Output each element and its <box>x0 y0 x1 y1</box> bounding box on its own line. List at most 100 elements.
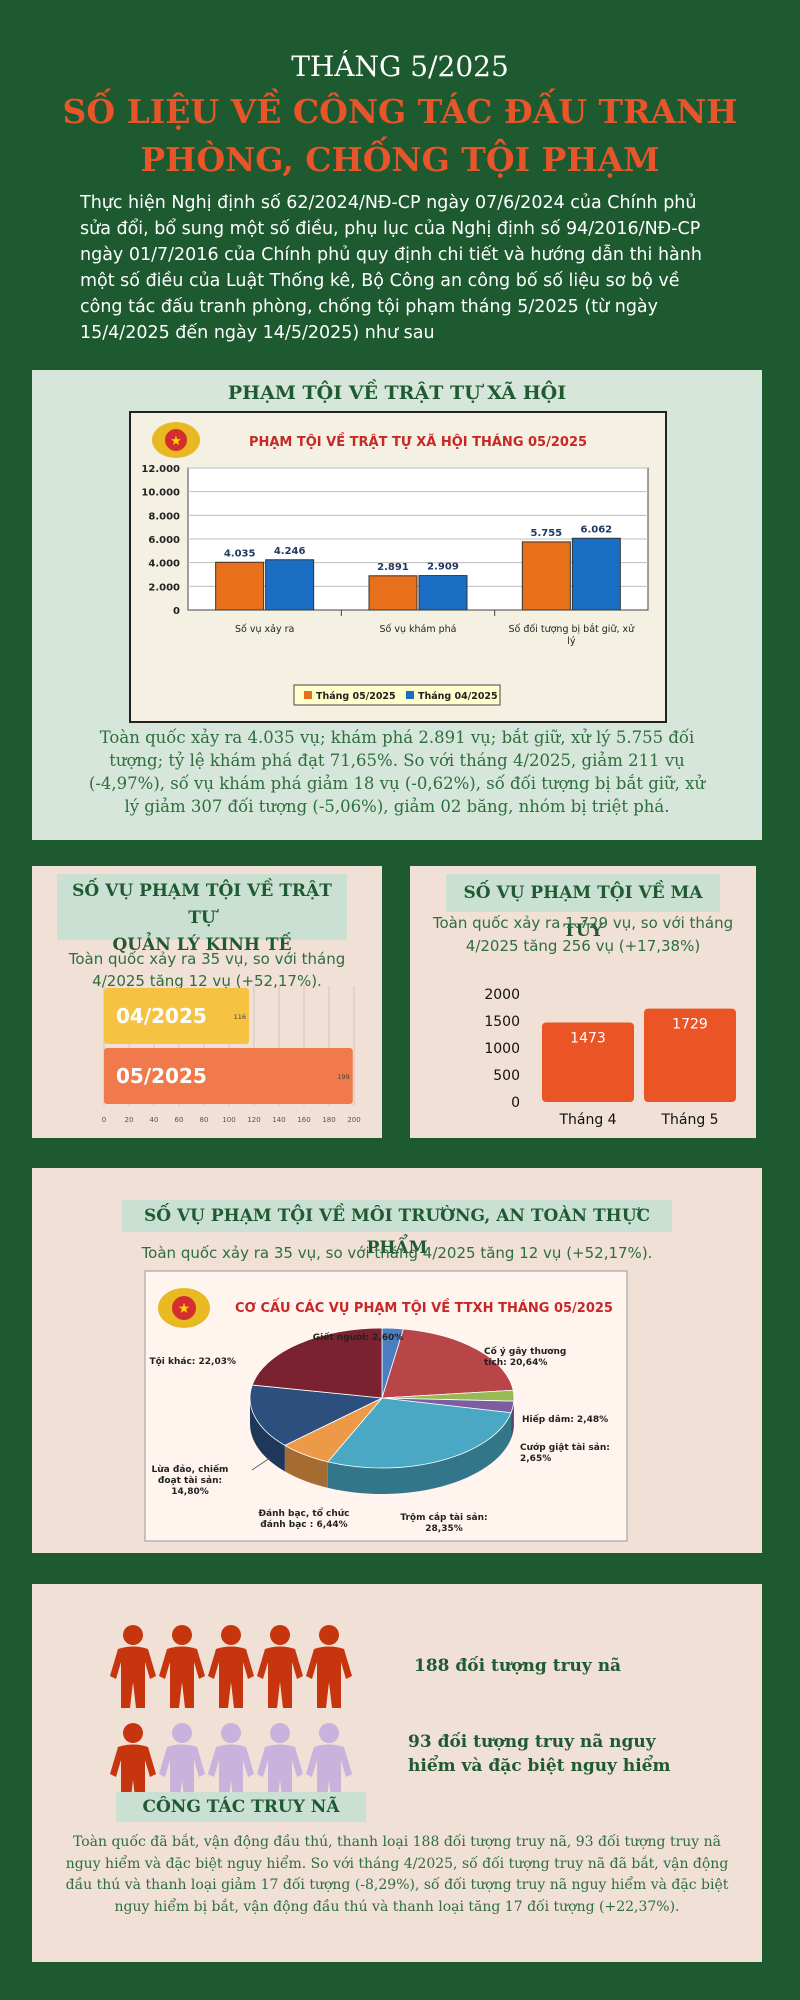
chart2-xtick: 140 <box>272 1116 285 1124</box>
chart3-ytick: 500 <box>493 1068 520 1084</box>
section4-heading: SỐ VỤ PHẠM TỘI VỀ MÔI TRƯỜNG, AN TOÀN TH… <box>122 1200 672 1258</box>
chart2-xtick: 120 <box>247 1116 260 1124</box>
section3-summary: Toàn quốc xảy ra 1.729 vụ, so với tháng … <box>432 914 734 955</box>
person-icon <box>159 1723 205 1806</box>
chart4-leader-line <box>251 1457 271 1471</box>
chart1-bar <box>368 575 418 611</box>
chart1-bar <box>265 559 315 611</box>
chart4-slice-side <box>511 1401 514 1439</box>
wanted-stat-dangerous-line2: hiểm và đặc biệt nguy hiểm <box>408 1756 671 1776</box>
chart2-xtick: 100 <box>222 1116 235 1124</box>
chart4-slice-label: Lừa đảo, chiếm đoạt tài sản: 14,80% <box>152 1464 229 1497</box>
chart2-xtick: 80 <box>200 1116 209 1124</box>
person-icon <box>306 1723 352 1806</box>
person-icon <box>110 1625 156 1708</box>
section3-heading: SỐ VỤ PHẠM TỘI VỀ MA TÚY <box>446 874 720 941</box>
chart1-data-label: 5.755 <box>531 528 563 539</box>
chart1-data-label: 2.909 <box>427 562 459 573</box>
chart4-slice-label: Giết người: 2,60% <box>313 1332 404 1343</box>
section-economic: SỐ VỤ PHẠM TỘI VỀ TRẬT TỰ QUẢN LÝ KINH T… <box>32 866 382 1138</box>
chart3-ytick: 1500 <box>484 1014 520 1030</box>
person-icon <box>257 1625 303 1708</box>
svg-text:★: ★ <box>178 1301 191 1317</box>
chart4-slice <box>249 1384 384 1446</box>
header-title-line2: PHÒNG, CHỐNG TỘI PHẠM <box>140 140 660 179</box>
chart1-bar <box>521 541 571 611</box>
chart4-slice-label: Hiếp dâm: 2,48% <box>522 1414 608 1425</box>
chart1-data-label: 4.035 <box>224 548 256 559</box>
chart2-xtick: 0 <box>102 1116 106 1124</box>
chart1-data-label: 2.891 <box>377 562 409 573</box>
chart2-bar <box>104 1048 353 1104</box>
chart4-slice-side <box>327 1412 512 1494</box>
chart1-ytick: 12.000 <box>141 464 180 475</box>
chart4-slice-label: Cố ý gây thương tích: 20,64% <box>484 1346 566 1368</box>
chart1-category-label: Số vụ khám phá <box>379 624 456 635</box>
wanted-stat-total: 188 đối tượng truy nã <box>414 1656 622 1676</box>
chart1-bar <box>571 537 621 611</box>
person-icon <box>306 1625 352 1708</box>
chart1-bar <box>215 561 265 611</box>
chart2-data-label: 199 <box>337 1073 349 1081</box>
chart3-data-label: 1473 <box>570 1030 606 1046</box>
chart1-bar <box>418 575 468 611</box>
person-icon <box>257 1723 303 1806</box>
chart1-ytick: 8.000 <box>148 511 180 522</box>
header-title-line1: SỐ LIỆU VỀ CÔNG TÁC ĐẤU TRANH <box>62 92 738 131</box>
section2-heading-line2: QUẢN LÝ KINH TẾ <box>112 935 292 955</box>
header-intro: Thực hiện Nghị định số 62/2024/NĐ-CP ngà… <box>80 193 702 343</box>
structure-pie-chart: ★ CƠ CẤU CÁC VỤ PHẠM TỘI VỀ TTXH THÁNG 05… <box>144 1270 628 1542</box>
chart4-slice <box>251 1327 383 1399</box>
chart4-slice-label: Đánh bạc, tổ chức đánh bạc : 6,44% <box>258 1507 349 1530</box>
section2-summary: Toàn quốc xảy ra 35 vụ, so với tháng 4/2… <box>68 950 346 990</box>
chart1-legend <box>293 684 501 706</box>
chart4-slice <box>327 1397 512 1469</box>
chart3-category-label: Tháng 4 <box>558 1112 616 1128</box>
chart1-ytick: 6.000 <box>148 535 180 546</box>
chart1-ytick: 0 <box>173 606 180 617</box>
chart2-xtick: 20 <box>125 1116 134 1124</box>
chart1-legend-swatch <box>406 691 414 699</box>
social-order-chart: ★ PHẠM TỘI VỀ TRẬT TỰ XÃ HỘI THÁNG 05/202… <box>129 411 667 723</box>
section-environment: SỐ VỤ PHẠM TỘI VỀ MÔI TRƯỜNG, AN TOÀN TH… <box>32 1168 762 1553</box>
chart2-data-label: 116 <box>234 1013 246 1021</box>
person-icon <box>110 1723 156 1806</box>
wanted-stat-dangerous-line1: 93 đối tượng truy nã nguy <box>408 1732 656 1752</box>
section5-summary: Toàn quốc đã bắt, vận động đầu thú, than… <box>65 1834 729 1915</box>
chart1-legend-label: Tháng 05/2025 <box>316 691 396 702</box>
chart2-xtick: 40 <box>150 1116 159 1124</box>
chart3-ytick: 2000 <box>484 987 520 1003</box>
police-emblem-icon: ★ <box>152 422 200 458</box>
chart4-slice-label: Trộm cắp tài sản: 28,35% <box>400 1512 487 1534</box>
chart1-data-label: 6.062 <box>581 524 613 535</box>
person-icon <box>208 1723 254 1806</box>
chart2-bar <box>104 988 249 1044</box>
economic-chart: 0 20 40 60 80 100 120 140 160 180 200 04/2025 116 05/… <box>102 986 361 1124</box>
wanted-label: CÔNG TÁC TRUY NÃ <box>116 1792 366 1822</box>
chart1-title: PHẠM TỘI VỀ TRẬT TỰ XÃ HỘI THÁNG 05/2025 <box>249 432 587 450</box>
section1-heading: PHẠM TỘI VỀ TRẬT TỰ XÃ HỘI <box>227 382 567 404</box>
person-icon <box>159 1625 205 1708</box>
section-wanted: 188 đối tượng truy nã 93 đối tượng truy … <box>32 1584 762 1962</box>
chart4-slice-side <box>250 1398 285 1472</box>
section2-heading-line1: SỐ VỤ PHẠM TỘI VỀ TRẬT TỰ <box>72 881 332 928</box>
wanted-stat-dangerous: 93 đối tượng truy nã nguy hiểm và đặc bi… <box>408 1730 670 1778</box>
chart4-title: CƠ CẤU CÁC VỤ PHẠM TỘI VỀ TTXH THÁNG 05/… <box>235 1298 613 1316</box>
drugs-chart: 0 500 1000 1500 2000 1473 Tháng 4 1729 Tháng 5 <box>484 987 736 1128</box>
chart1-legend-label: Tháng 04/2025 <box>418 691 498 702</box>
chart3-bar <box>644 1008 736 1102</box>
chart1-data-label: 4.246 <box>274 546 306 557</box>
chart3-data-label: 1729 <box>672 1017 708 1033</box>
chart3-bar <box>542 1022 634 1102</box>
section-drugs: SỐ VỤ PHẠM TỘI VỀ MA TÚY Toàn quốc xảy r… <box>410 866 756 1138</box>
chart1-ytick: 2.000 <box>148 582 180 593</box>
section1-summary: Toàn quốc xảy ra 4.035 vụ; khám phá 2.89… <box>88 728 706 816</box>
wanted-people-icons <box>110 1625 352 1806</box>
header-month: THÁNG 5/2025 <box>291 50 509 83</box>
chart2-category-label: 05/2025 <box>116 1064 207 1088</box>
svg-text:★: ★ <box>170 434 182 449</box>
police-emblem-icon: ★ <box>158 1288 210 1328</box>
chart1-category-label: Số đối tượng bị bắt giữ, xử lý <box>509 624 636 647</box>
chart1-ytick: 4.000 <box>148 559 180 570</box>
chart3-ytick: 0 <box>511 1095 520 1111</box>
